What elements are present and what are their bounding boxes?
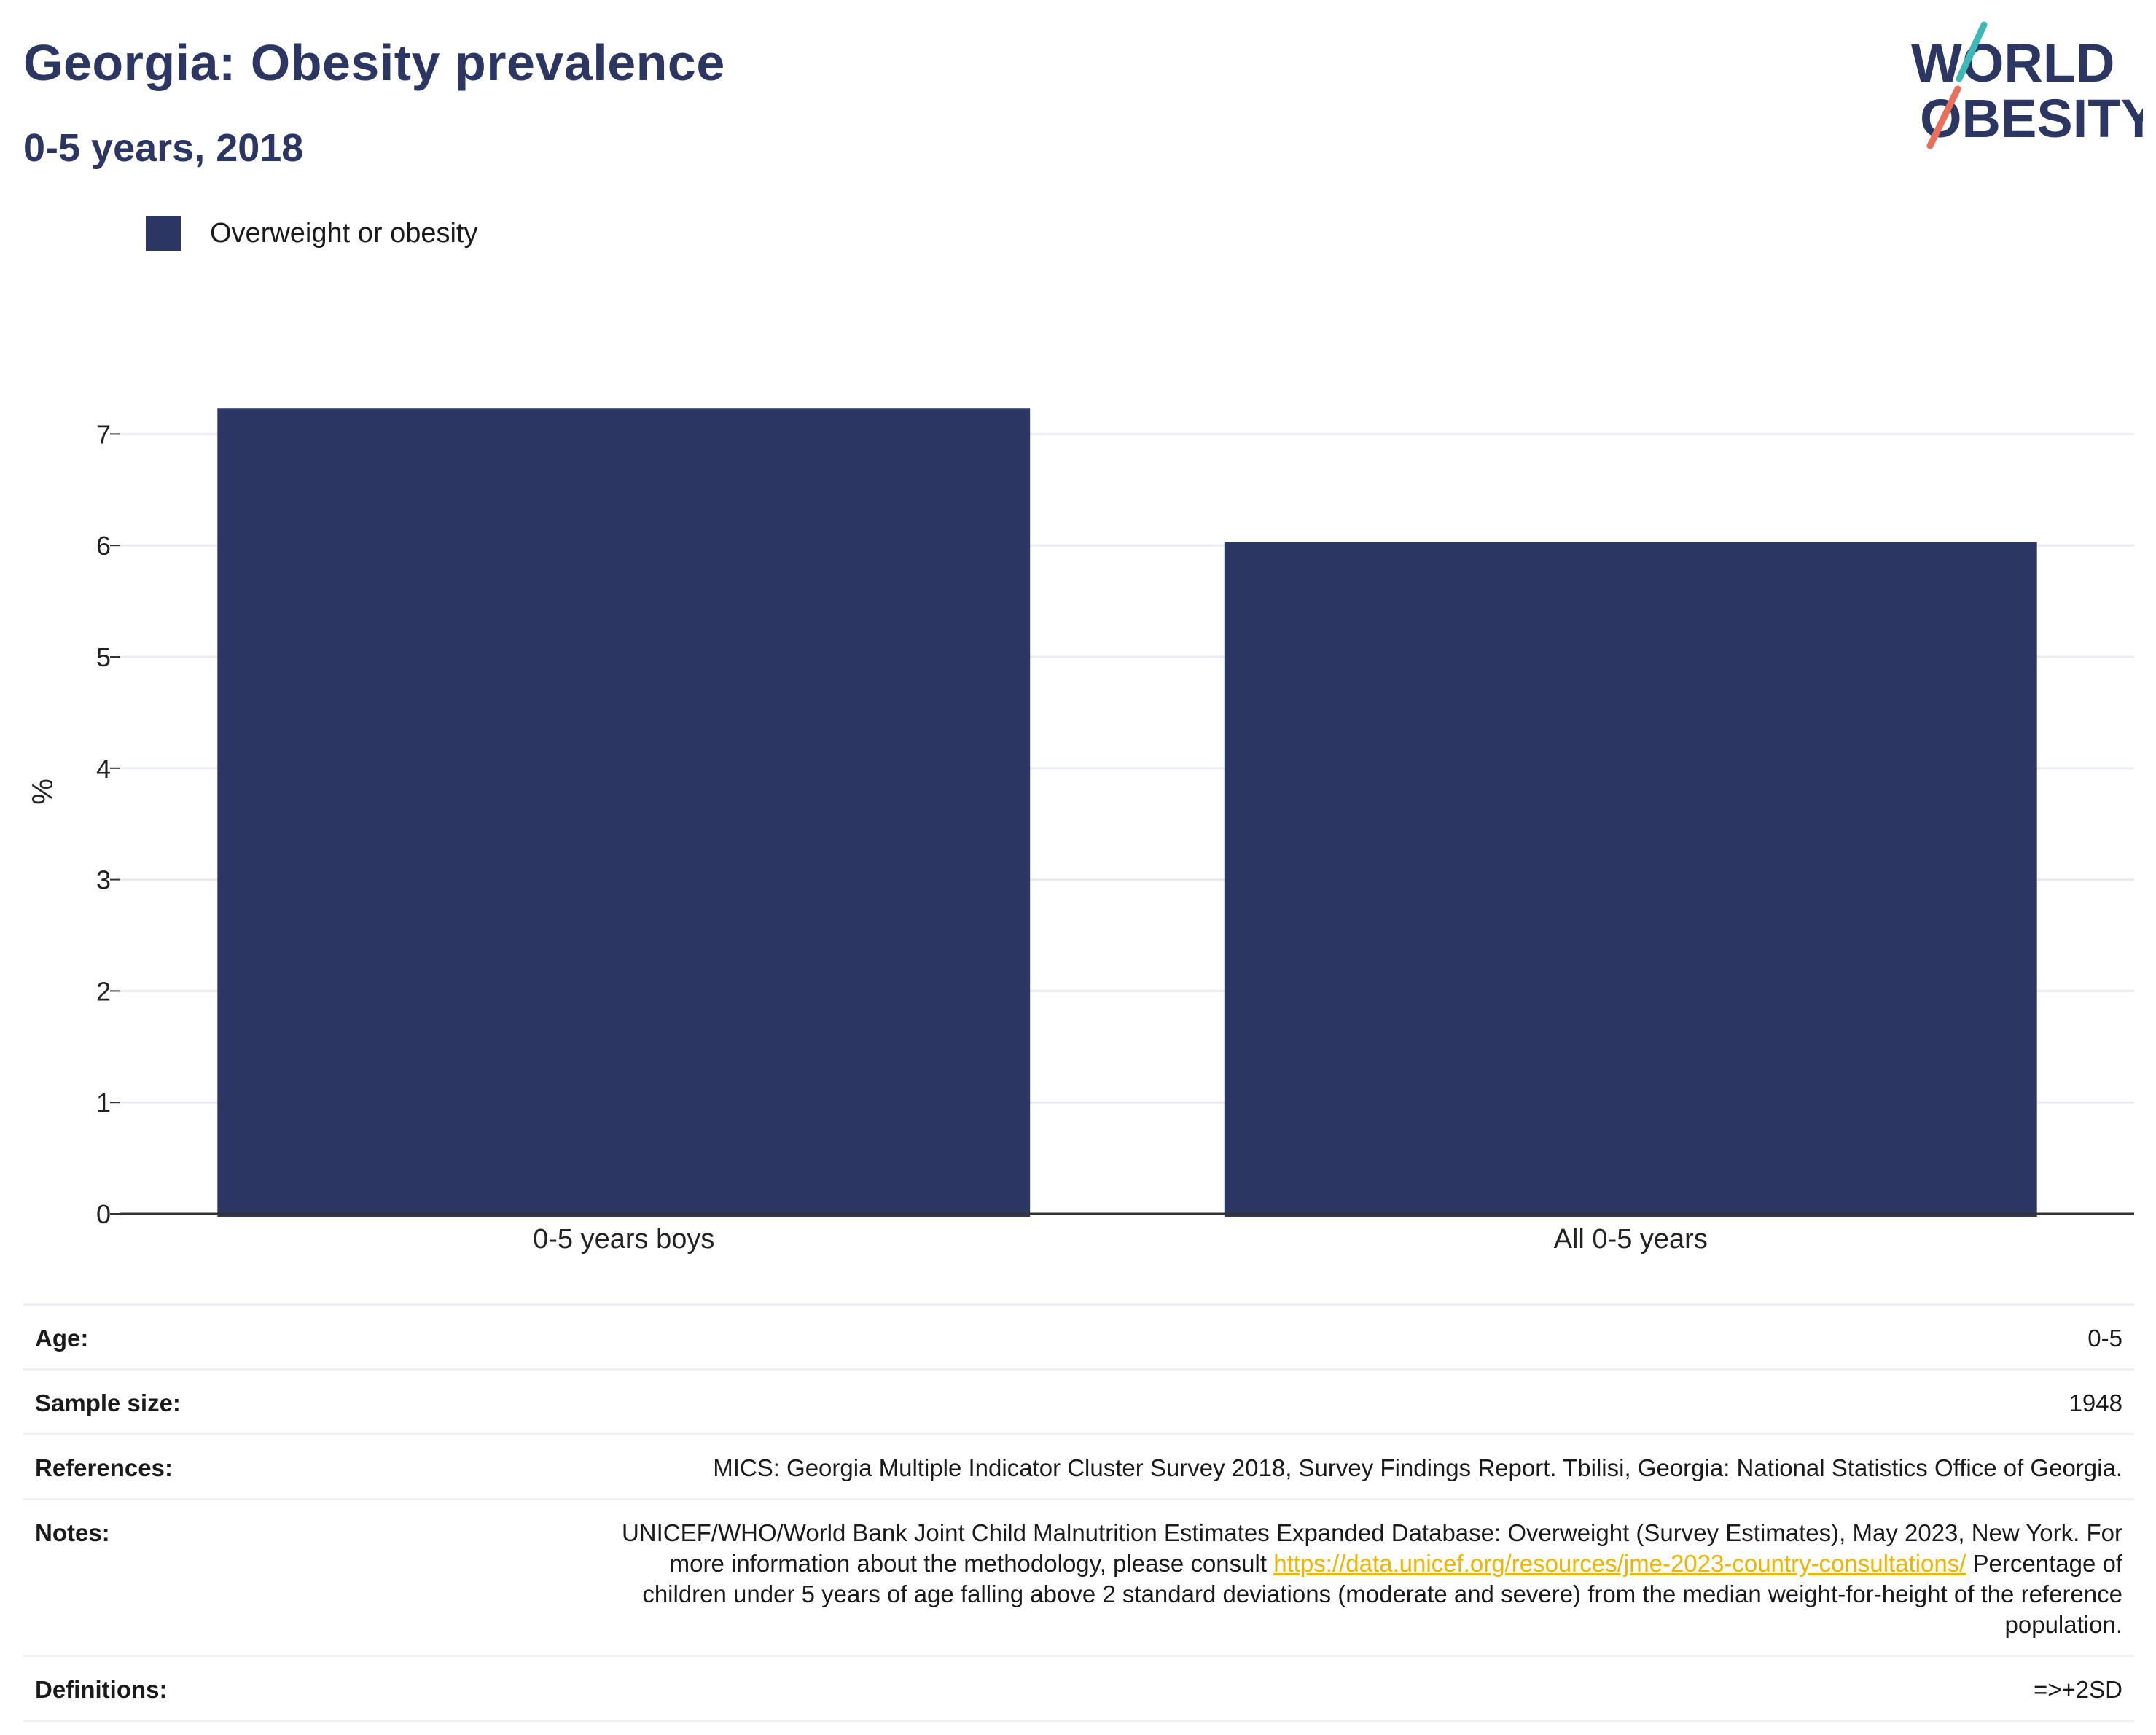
references-value: MICS: Georgia Multiple Indicator Cluster…	[713, 1454, 2122, 1481]
bar[interactable]	[1224, 542, 2037, 1217]
age-value: 0-5	[2087, 1325, 2122, 1352]
y-tick-label: 7	[96, 419, 111, 449]
info-row-definitions: Definitions: =>+2SD	[23, 1657, 2134, 1722]
definitions-label: Definitions:	[35, 1676, 168, 1703]
world-obesity-logo: WORLD OBESITY	[1911, 21, 2143, 149]
legend-swatch	[146, 216, 181, 251]
chart-title: Georgia: Obesity prevalence	[23, 34, 725, 91]
y-axis-label: %	[27, 779, 59, 805]
notes-text: UNICEF/WHO/World Bank Joint Child Malnut…	[621, 1519, 2122, 1577]
y-tick-label: 1	[96, 1088, 111, 1118]
logo-line-1: WORLD	[1911, 33, 2115, 93]
info-row-sample-size: Sample size: 1948	[23, 1371, 2134, 1435]
y-tick-label: 6	[96, 531, 111, 561]
bar[interactable]	[217, 408, 1031, 1217]
notes-text-continued: Percentage of children under 5 years of …	[642, 1550, 2122, 1638]
age-label: Age:	[35, 1325, 89, 1352]
info-table: Age: 0-5 Sample size: 1948 References: M…	[23, 1303, 2134, 1722]
notes-value: UNICEF/WHO/World Bank Joint Child Malnut…	[592, 1518, 2122, 1640]
chart-subtitle: 0-5 years, 2018	[23, 126, 304, 170]
y-tick-label: 0	[96, 1199, 111, 1229]
references-label: References:	[35, 1454, 173, 1481]
y-tick-label: 3	[96, 865, 111, 895]
y-tick-label: 4	[96, 754, 111, 784]
bar-chart: 0 1 2 3 4 5 6 7% 0-5 years boys All 0-5 years	[27, 408, 2134, 1255]
x-category-label: All 0-5 years	[1554, 1224, 1708, 1255]
legend-label: Overweight or obesity	[210, 217, 478, 249]
y-tick-label: 2	[96, 976, 111, 1006]
notes-label: Notes:	[35, 1519, 110, 1546]
y-tick-label: 5	[96, 642, 111, 672]
logo-slash-teal	[1956, 21, 1988, 82]
logo-slash-coral	[1926, 85, 1961, 149]
methodology-link[interactable]: https://data.unicef.org/resources/jme-20…	[1273, 1550, 1966, 1577]
info-row-age: Age: 0-5	[23, 1306, 2134, 1371]
definitions-value: =>+2SD	[2033, 1676, 2122, 1703]
logo-line-2: OBESITY	[1920, 88, 2143, 149]
x-category-label: 0-5 years boys	[533, 1224, 714, 1255]
info-row-references: References: MICS: Georgia Multiple Indic…	[23, 1435, 2134, 1500]
chart-legend[interactable]: Overweight or obesity	[146, 216, 478, 251]
info-row-notes: Notes: UNICEF/WHO/World Bank Joint Child…	[23, 1500, 2134, 1657]
sample-size-label: Sample size:	[35, 1389, 181, 1416]
sample-size-value: 1948	[2069, 1389, 2122, 1416]
